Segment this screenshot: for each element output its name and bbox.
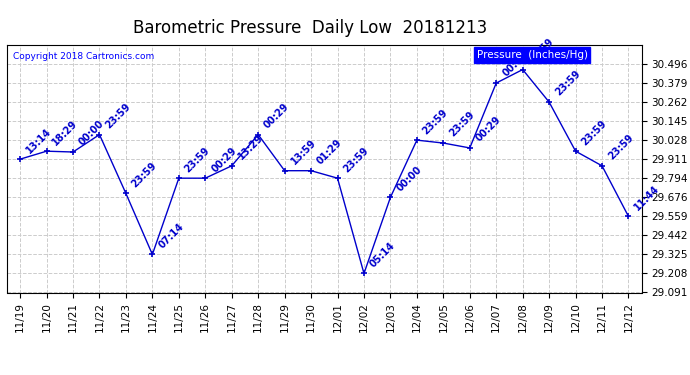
Text: 23:59: 23:59 xyxy=(607,133,635,162)
Text: 00:29: 00:29 xyxy=(210,145,239,174)
Text: Barometric Pressure  Daily Low  20181213: Barometric Pressure Daily Low 20181213 xyxy=(133,19,488,37)
Text: 13:59: 13:59 xyxy=(289,138,318,166)
Text: 00:29: 00:29 xyxy=(262,102,291,130)
Text: 23:59: 23:59 xyxy=(580,118,609,147)
Text: 23:59: 23:59 xyxy=(104,102,132,130)
Text: 00:00: 00:00 xyxy=(395,164,424,193)
Text: 00:29: 00:29 xyxy=(474,115,503,144)
Text: 23:59: 23:59 xyxy=(448,110,477,139)
Text: 23:59: 23:59 xyxy=(553,69,582,98)
Text: 18:29: 18:29 xyxy=(51,118,80,147)
Text: 11:44: 11:44 xyxy=(633,183,662,212)
Text: 23:59: 23:59 xyxy=(130,160,159,189)
Text: 07:14: 07:14 xyxy=(157,221,186,250)
Text: 13:29: 13:29 xyxy=(236,133,265,162)
Text: 00:00: 00:00 xyxy=(77,119,106,148)
Text: 23:59: 23:59 xyxy=(421,107,450,136)
Text: 23:59: 23:59 xyxy=(342,145,371,174)
Text: 13:14: 13:14 xyxy=(24,126,53,155)
Text: 05:14: 05:14 xyxy=(368,240,397,269)
Text: 01:29: 01:29 xyxy=(315,138,344,166)
Text: 23:59: 23:59 xyxy=(527,36,556,65)
Text: Pressure  (Inches/Hg): Pressure (Inches/Hg) xyxy=(477,50,588,60)
Text: Copyright 2018 Cartronics.com: Copyright 2018 Cartronics.com xyxy=(13,53,155,62)
Text: 00:00: 00:00 xyxy=(500,50,529,79)
Text: 23:59: 23:59 xyxy=(183,145,212,174)
